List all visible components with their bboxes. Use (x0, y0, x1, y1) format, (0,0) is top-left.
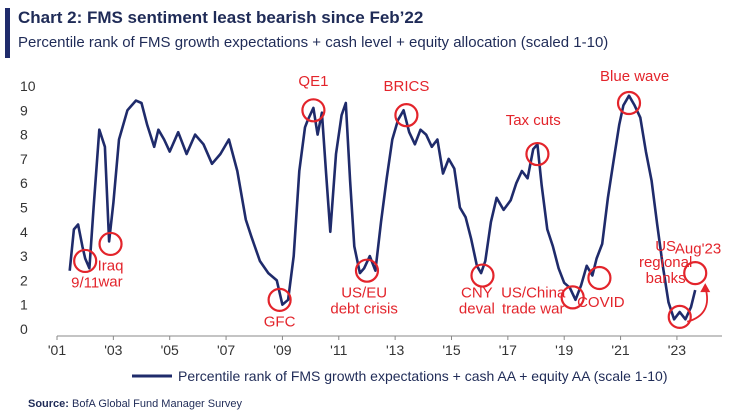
x-tick-label: '05 (161, 342, 179, 358)
x-tick-label: '17 (499, 342, 517, 358)
y-tick-label: 0 (20, 321, 28, 337)
annotation-circle (73, 248, 98, 274)
annotation-label: Iraq war (97, 258, 123, 291)
annotation-circle (587, 265, 612, 291)
y-tick-label: 1 (20, 297, 28, 313)
annotation-label: US regional banks (639, 238, 692, 287)
source-note: Source: BofA Global Fund Manager Survey (28, 398, 242, 410)
source-label: Source: (28, 398, 69, 410)
y-tick-label: 6 (20, 175, 28, 191)
source-text: BofA Global Fund Manager Survey (72, 398, 243, 410)
y-tick-label: 2 (20, 272, 28, 288)
annotation-circle (616, 90, 642, 116)
x-tick-label: '11 (330, 342, 347, 358)
annotation-label: US/EU debt crisis (330, 284, 398, 317)
annotation-circle (667, 304, 692, 329)
x-tick-label: '09 (273, 342, 291, 358)
annotation-label: Blue wave (600, 68, 669, 85)
annotation-label: Aug'23 (675, 241, 721, 258)
annotation-circle (267, 287, 292, 312)
y-tick-label: 3 (20, 248, 28, 264)
annotation-label: Tax cuts (506, 112, 561, 129)
y-tick-label: 8 (20, 127, 28, 143)
annotation-circle (470, 263, 495, 288)
annotation-circle (301, 98, 326, 123)
annotation-circle (98, 231, 123, 257)
y-tick-label: 10 (20, 78, 36, 94)
x-tick-label: '13 (386, 342, 404, 358)
series-line (68, 94, 697, 321)
x-tick-label: '15 (442, 342, 460, 358)
x-tick-label: '19 (555, 342, 573, 358)
annotation-label: QE1 (298, 73, 328, 90)
legend-label: Percentile rank of FMS growth expectatio… (178, 368, 667, 384)
annotation-label: US/China trade war (501, 284, 566, 317)
title-accent-bar (5, 8, 10, 58)
annotation-label: GFC (264, 314, 296, 331)
annotation-circle (560, 285, 585, 310)
chart-title: Chart 2: FMS sentiment least bearish sin… (18, 8, 424, 27)
annotation-circle (525, 141, 550, 167)
annotation-label: CNY deval (459, 284, 495, 317)
annotation-arrowhead (700, 283, 711, 293)
annotation-circle (394, 103, 419, 128)
x-tick-label: '03 (104, 342, 122, 358)
y-tick-label: 4 (20, 224, 28, 240)
y-tick-label: 7 (20, 151, 28, 167)
annotation-circle (354, 258, 380, 283)
x-tick-label: '07 (217, 342, 235, 358)
y-tick-label: 9 (20, 102, 28, 118)
annotation-label: COVID (577, 294, 625, 311)
x-tick-label: '01 (48, 342, 66, 358)
x-tick-label: '23 (668, 342, 686, 358)
annotation-circle (683, 261, 708, 286)
annotation-label: BRICS (383, 78, 429, 95)
annotation-label: 9/11 (71, 275, 99, 292)
x-tick-label: '21 (611, 342, 629, 358)
chart-subtitle: Percentile rank of FMS growth expectatio… (18, 34, 609, 51)
y-tick-label: 5 (20, 200, 28, 216)
